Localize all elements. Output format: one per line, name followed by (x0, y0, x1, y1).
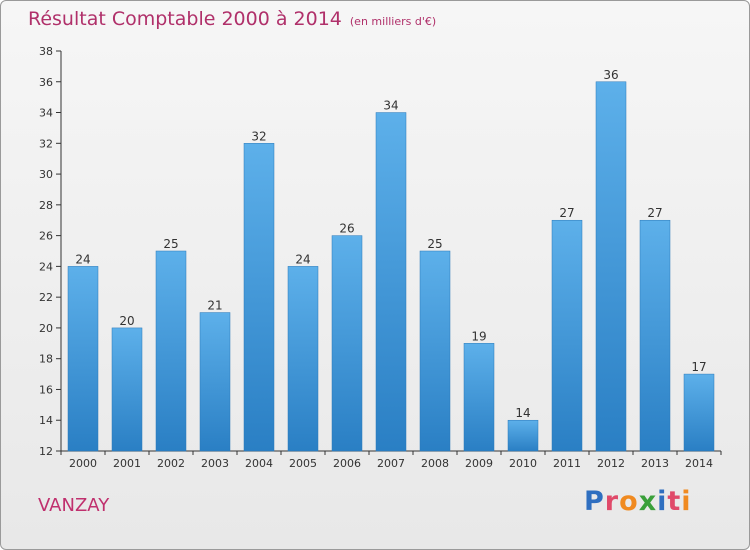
data-label: 27 (559, 206, 574, 220)
x-tick-label: 2011 (553, 457, 581, 470)
y-tick-label: 16 (39, 383, 53, 396)
data-label: 20 (119, 314, 134, 328)
y-tick-label: 22 (39, 291, 53, 304)
data-label: 26 (339, 222, 354, 236)
data-label: 27 (647, 206, 662, 220)
data-label: 32 (251, 129, 266, 143)
data-label: 36 (603, 68, 618, 82)
bar (199, 312, 231, 452)
x-tick-label: 2013 (641, 457, 669, 470)
y-tick-label: 20 (39, 322, 53, 335)
x-tick-label: 2000 (69, 457, 97, 470)
x-tick-label: 2010 (509, 457, 537, 470)
x-axis: 2000 2001 2002 2003 2004 2005 2006 2007 2008 2009… (60, 450, 722, 470)
x-tick-label: 2003 (201, 457, 229, 470)
data-label: 34 (383, 99, 398, 113)
data-label: 21 (207, 299, 222, 313)
y-tick-label: 24 (39, 260, 53, 273)
y-tick-label: 30 (39, 168, 53, 181)
x-tick-label: 2006 (333, 457, 361, 470)
y-tick-label: 14 (39, 414, 53, 427)
chart-subtitle: (en milliers d'€) (349, 15, 437, 28)
bar (111, 327, 143, 452)
y-tick-label: 36 (39, 76, 53, 89)
bar (287, 266, 319, 452)
x-tick-label: 2012 (597, 457, 625, 470)
data-label: 24 (75, 252, 90, 266)
commune-name: VANZAY (38, 495, 110, 516)
chart-title: Résultat Comptable 2000 à 2014 (en millie… (28, 8, 436, 30)
bar (551, 219, 583, 452)
bar (683, 373, 715, 452)
y-axis: 12 14 16 18 20 22 24 26 28 30 32 34 36 38 (39, 45, 62, 458)
data-label: 24 (295, 252, 310, 266)
y-tick-label: 26 (39, 230, 53, 243)
x-tick-label: 2009 (465, 457, 493, 470)
chart-title-text: Résultat Comptable 2000 à 2014 (28, 8, 342, 30)
x-tick-label: 2005 (289, 457, 317, 470)
bar (331, 235, 363, 452)
bar (375, 112, 407, 452)
bar (243, 143, 275, 452)
data-label: 25 (163, 237, 178, 251)
x-tick-label: 2001 (113, 457, 141, 470)
y-tick-label: 18 (39, 353, 53, 366)
y-tick-label: 32 (39, 137, 53, 150)
y-tick-label: 38 (39, 45, 53, 58)
proxiti-logo: Proxiti (584, 486, 692, 517)
data-label: 17 (691, 360, 706, 374)
bar (507, 419, 539, 452)
bar (595, 81, 627, 452)
x-tick-label: 2002 (157, 457, 185, 470)
bar (419, 250, 451, 452)
bar (639, 219, 671, 452)
data-label: 14 (515, 406, 530, 420)
y-tick-label: 34 (39, 107, 53, 120)
x-tick-label: 2014 (685, 457, 713, 470)
bar (463, 343, 495, 452)
bar (155, 250, 187, 452)
x-tick-label: 2008 (421, 457, 449, 470)
y-tick-label: 12 (39, 445, 53, 458)
data-label: 25 (427, 237, 442, 251)
data-labels-group: 24 20 25 21 32 24 26 34 25 19 14 27 36 27 17 (75, 68, 706, 420)
data-label: 19 (471, 329, 486, 343)
x-tick-label: 2004 (245, 457, 273, 470)
y-tick-label: 28 (39, 199, 53, 212)
x-tick-label: 2007 (377, 457, 405, 470)
bars-group (67, 81, 715, 452)
bar (67, 266, 99, 452)
proxiti-logo-text: Proxiti (584, 486, 692, 517)
